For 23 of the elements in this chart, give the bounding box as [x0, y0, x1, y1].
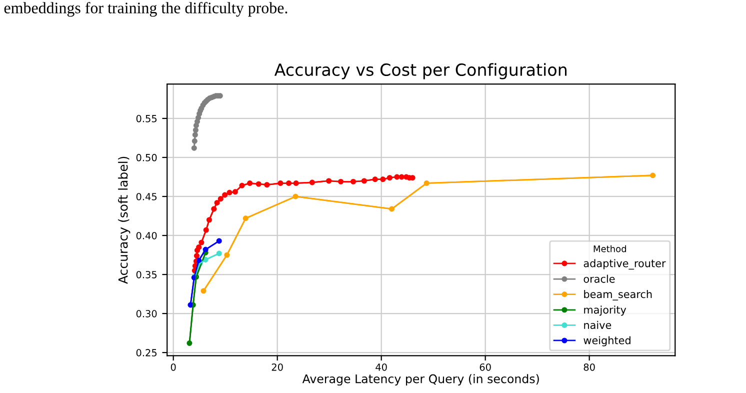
legend-label: oracle [584, 274, 615, 283]
legend-label: adaptive_router [584, 259, 666, 270]
x-tick-label: 40 [376, 363, 387, 371]
x-tick-label: 20 [272, 363, 283, 371]
y-axis-title: Accuracy (soft label) [118, 156, 130, 284]
y-tick-label: 0.45 [136, 192, 157, 200]
y-tick-label: 0.55 [136, 114, 157, 122]
y-tick-label: 0.25 [136, 349, 157, 356]
x-axis-title: Average Latency per Query (in seconds) [302, 374, 539, 386]
x-tick-label: 60 [480, 363, 491, 371]
legend-title: Method [594, 245, 626, 252]
text: embeddings for training the difficulty probe. [4, 2, 288, 17]
x-tick-label: 0 [170, 363, 176, 371]
y-tick-label: 0.40 [136, 232, 157, 240]
legend-label: naive [584, 320, 612, 329]
y-tick-label: 0.30 [136, 310, 157, 318]
y-tick-label: 0.35 [136, 270, 157, 278]
y-tick-label: 0.50 [136, 154, 157, 162]
x-tick-label: 80 [584, 363, 595, 371]
legend-label: majority [584, 306, 626, 316]
legend-label: beam_search [584, 290, 652, 300]
legend-label: weighted [584, 336, 630, 346]
chart-title: Accuracy vs Cost per Configuration [274, 63, 566, 80]
